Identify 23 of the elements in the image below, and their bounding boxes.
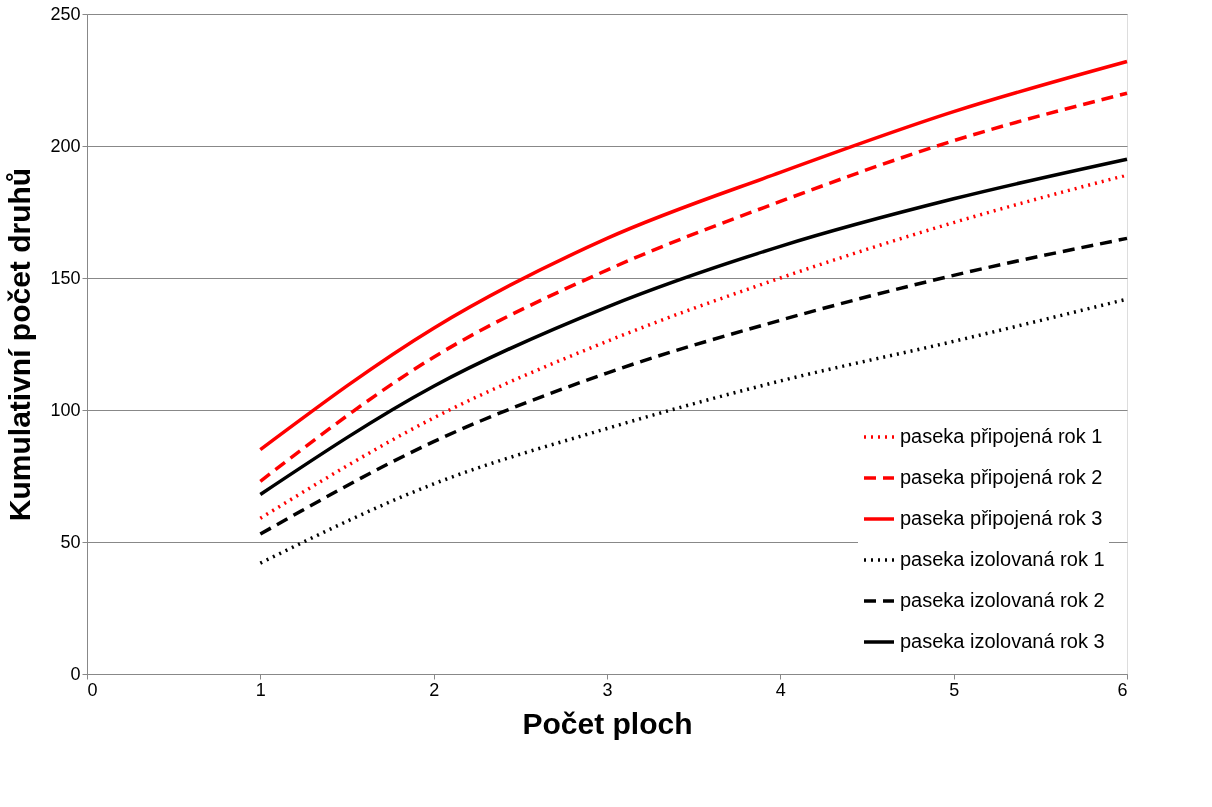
y-axis-title: Kumulativní počet druhů <box>3 167 37 522</box>
y-tick-label: 50 <box>60 531 81 552</box>
legend-label: paseka připojená rok 2 <box>900 466 1103 488</box>
y-tick-label: 200 <box>50 135 81 156</box>
legend-label: paseka izolovaná rok 2 <box>900 589 1105 611</box>
legend-label: paseka izolovaná rok 3 <box>900 630 1105 652</box>
legend-label: paseka připojená rok 3 <box>900 507 1103 529</box>
x-tick-label: 3 <box>602 679 613 700</box>
x-tick-label: 4 <box>775 679 786 700</box>
line-series <box>258 236 1129 536</box>
x-tick-label: 6 <box>1117 679 1128 700</box>
y-tick-label: 150 <box>50 267 81 288</box>
y-tick-label: 0 <box>70 663 81 684</box>
x-tick-label: 5 <box>949 679 960 700</box>
legend-label: paseka izolovaná rok 1 <box>900 548 1105 570</box>
legend-label: paseka připojená rok 1 <box>900 425 1103 447</box>
x-tick-label: 2 <box>429 679 440 700</box>
x-axis-title: Počet ploch <box>522 706 693 740</box>
y-tick-label: 250 <box>50 3 81 24</box>
y-tick-label: 100 <box>50 399 81 420</box>
x-tick-label: 1 <box>255 679 266 700</box>
line-series <box>258 59 1129 452</box>
x-tick-label: 0 <box>87 679 98 700</box>
